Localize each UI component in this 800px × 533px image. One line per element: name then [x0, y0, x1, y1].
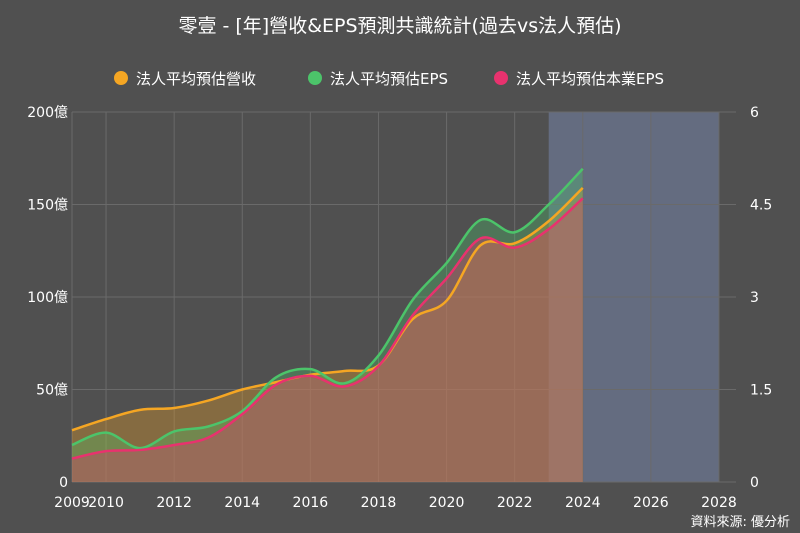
x-tick-label: 2020	[429, 495, 465, 511]
legend-label-core-eps: 法人平均預估本業EPS	[516, 70, 664, 88]
x-tick-label: 2028	[701, 495, 737, 511]
legend-label-eps: 法人平均預估EPS	[330, 70, 448, 88]
y-left-tick-label: 0	[59, 475, 68, 491]
series-line-eps	[71, 167, 584, 450]
x-tick-label: 2026	[633, 495, 669, 511]
legend-marker-eps	[308, 71, 322, 85]
y-right-tick-label: 0	[750, 475, 759, 491]
y-left-tick-label: 200億	[27, 105, 68, 121]
x-tick-label: 2012	[156, 495, 192, 511]
x-tick-label: 2009	[54, 495, 90, 511]
x-tick-label: 2022	[497, 495, 533, 511]
x-tick-label: 2018	[361, 495, 397, 511]
series-line-core-eps	[71, 197, 584, 460]
x-tick-label: 2024	[565, 495, 601, 511]
series-lines	[71, 167, 584, 460]
series-area-eps	[72, 168, 583, 482]
y-right-tick-label: 4.5	[750, 198, 772, 214]
legend-marker-revenue	[114, 71, 128, 85]
series-area-revenue	[72, 187, 583, 482]
x-tick-label: 2016	[293, 495, 329, 511]
y-right-tick-label: 1.5	[750, 383, 772, 399]
y-right-tick-label: 6	[750, 105, 759, 121]
y-left-tick-label: 150億	[27, 198, 68, 214]
source-note: 資料來源: 優分析	[690, 515, 790, 530]
x-tick-label: 2010	[88, 495, 124, 511]
x-tick-label: 2014	[224, 495, 260, 511]
y-left-tick-label: 50億	[36, 383, 68, 399]
legend: 法人平均預估營收 法人平均預估EPS 法人平均預估本業EPS	[114, 70, 664, 88]
y-right-tick-label: 3	[750, 290, 759, 306]
legend-label-revenue: 法人平均預估營收	[136, 70, 256, 88]
y-left-tick-label: 100億	[27, 290, 68, 306]
legend-marker-core-eps	[494, 71, 508, 85]
chart-title: 零壹 - [年]營收&EPS預測共識統計(過去vs法人預估)	[178, 15, 621, 37]
